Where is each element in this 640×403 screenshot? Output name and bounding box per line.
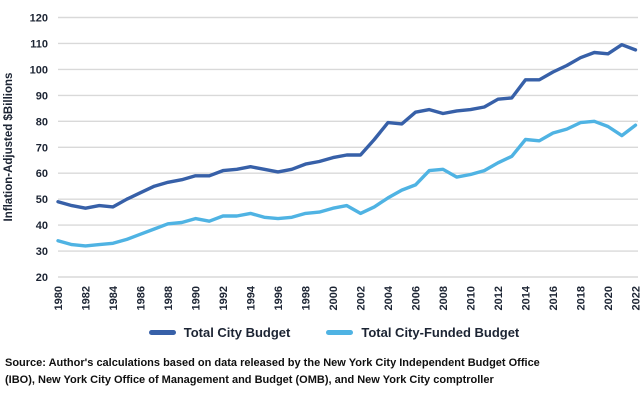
y-tick-label: 110: [30, 38, 48, 50]
source-note: Source: Author's calculations based on d…: [5, 355, 605, 388]
x-tick-label: 1988: [163, 286, 175, 310]
x-tick-label: 2014: [521, 285, 533, 310]
x-tick-label: 2018: [576, 286, 588, 310]
budget-line-chart: 20 30 40 50 60 70 80 90 100 110 120 1980 1982 1984 198…: [3, 13, 640, 311]
y-tick-label: 30: [36, 246, 48, 258]
chart-legend: Total City Budget Total City-Funded Budge…: [0, 325, 640, 340]
source-line-2: (IBO), New York City Office of Managemen…: [5, 373, 494, 386]
source-line-1: Source: Author's calculations based on d…: [5, 357, 540, 369]
x-tick-label: 2008: [438, 286, 450, 310]
y-tick-label: 80: [36, 116, 48, 128]
x-tick-label: 2000: [328, 286, 340, 310]
y-tick-label: 100: [30, 64, 48, 76]
x-tick-label: 2002: [356, 286, 368, 310]
legend-item-total-city-funded-budget: Total City-Funded Budget: [326, 325, 519, 340]
x-tick-label: 1998: [301, 286, 313, 310]
series-line-total-city-budget: [56, 43, 638, 210]
x-tick-label: 1982: [81, 286, 93, 310]
x-tick-label: 1996: [273, 286, 285, 310]
x-tick-label: 1984: [108, 285, 120, 310]
legend-item-total-city-budget: Total City Budget: [148, 325, 291, 340]
x-tick-label: 2020: [603, 286, 615, 310]
legend-label: Total City Budget: [183, 325, 291, 340]
x-tick-label: 2022: [631, 286, 640, 310]
x-tick-label: 1990: [191, 286, 203, 310]
series-line-total-city-funded-budget: [56, 119, 638, 248]
legend-label: Total City-Funded Budget: [361, 325, 520, 340]
legend-swatch-icon: [326, 330, 354, 335]
x-tick-label: 1980: [53, 286, 65, 310]
y-tick-label: 40: [36, 220, 48, 232]
y-tick-label: 60: [36, 168, 48, 180]
y-tick-label: 50: [36, 194, 48, 206]
x-tick-label: 1992: [218, 286, 230, 310]
x-tick-label: 1994: [246, 285, 258, 310]
x-tick-label: 1986: [136, 286, 148, 310]
y-tick-label: 90: [36, 90, 48, 102]
y-axis-title: Inflation-Adjusted $Billions: [3, 73, 15, 222]
y-tick-label: 120: [30, 13, 48, 25]
x-tick-label: 2010: [466, 286, 478, 310]
x-tick-label: 2012: [493, 286, 505, 310]
x-tick-label: 2006: [411, 286, 423, 310]
legend-swatch-icon: [148, 330, 176, 335]
x-tick-label: 2004: [383, 285, 395, 310]
y-tick-label: 70: [36, 142, 48, 154]
x-tick-label: 2016: [548, 286, 560, 310]
y-tick-label: 20: [36, 272, 48, 284]
